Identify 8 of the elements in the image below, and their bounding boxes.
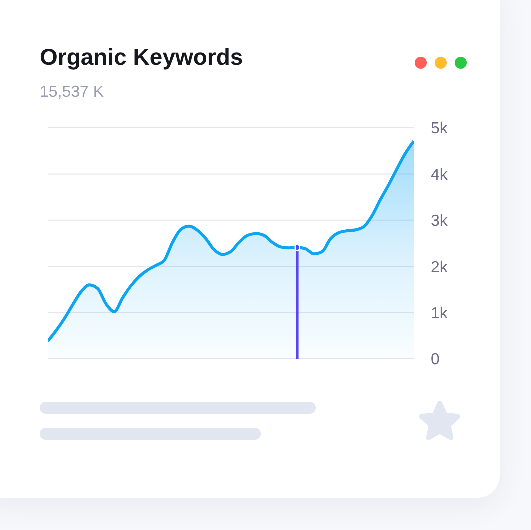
chart-title: Organic Keywords [40,44,244,71]
y-tick-label: 0 [431,352,440,369]
y-tick-label: 5k [431,120,449,138]
y-tick-label: 4k [431,166,449,184]
chart-subtitle: 15,537 K [40,84,104,102]
y-tick-label: 1k [431,305,449,322]
y-tick-label: 3k [431,213,449,230]
y-tick-label: 2k [431,259,449,276]
